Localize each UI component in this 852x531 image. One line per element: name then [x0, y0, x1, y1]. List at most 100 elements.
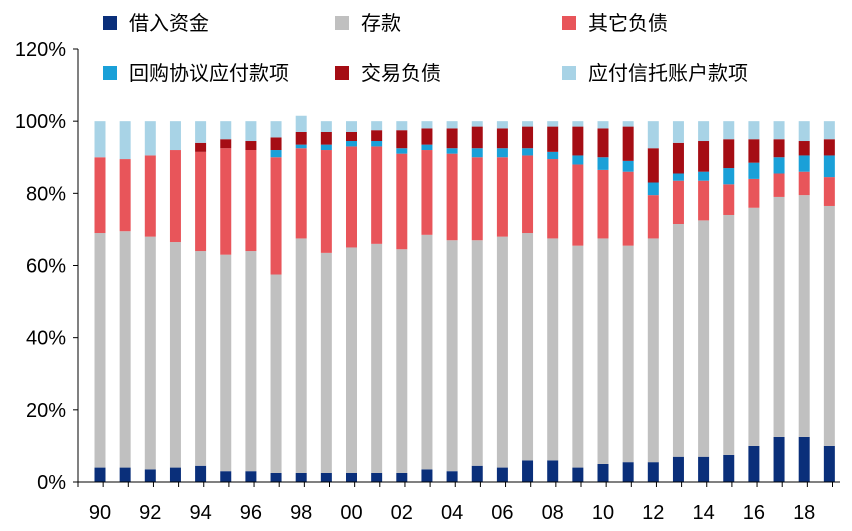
x-tick-label: 98: [290, 502, 312, 524]
bar-segment-09-s2: [572, 164, 584, 246]
bar-segment-17-s1: [773, 196, 785, 437]
bar-segment-19-s0: [823, 445, 835, 482]
bar-segment-93-s2: [169, 150, 181, 243]
bar-segment-13-s2: [672, 180, 684, 224]
bar-segment-19-s5: [823, 121, 835, 140]
x-tick-label: 02: [391, 502, 413, 524]
x-tick-labels: 90 92 94 96 98 00 02 04 06 08 10 12 14 16 18: [89, 502, 815, 524]
bar-segment-12-s2: [647, 195, 659, 239]
bar-segment-13-s3: [672, 173, 684, 181]
bar-segment-10-s5: [597, 121, 609, 129]
bar-segment-95-s2: [220, 148, 232, 255]
bar-segment-93-s0: [169, 467, 181, 482]
bar-segment-92-s1: [144, 236, 156, 470]
bar-segment-17-s4: [773, 139, 785, 158]
y-tick-label: 40%: [26, 328, 66, 350]
bar-segment-03-s2: [421, 150, 433, 235]
bar-segment-18-s5: [798, 121, 810, 142]
bar-segment-14-s5: [698, 121, 710, 142]
bar-segment-12-s4: [647, 148, 659, 183]
bar-segment-00-s0: [346, 472, 357, 482]
bar-segment-18-s4: [798, 141, 810, 156]
bar-segment-11-s2: [622, 171, 634, 246]
bar-segment-91-s2: [119, 159, 131, 232]
legend-label: 存款: [361, 11, 401, 35]
bar-segment-95-s1: [220, 254, 232, 472]
x-tick-label: 14: [692, 502, 714, 524]
bar-segment-18-s1: [798, 195, 810, 437]
bar-segment-03-s4: [421, 128, 433, 145]
bar-segment-06-s3: [496, 148, 508, 158]
bar-segment-02-s0: [396, 472, 408, 482]
bar-segment-03-s3: [421, 144, 433, 151]
y-tick-label: 120%: [15, 39, 66, 61]
bar-segment-04-s5: [446, 121, 458, 129]
bar-segment-96-s4: [245, 141, 257, 151]
bar-segment-91-s5: [119, 121, 131, 160]
bar-segment-06-s4: [496, 128, 508, 149]
bar-segment-08-s2: [547, 159, 559, 239]
x-tick-label: 90: [89, 502, 111, 524]
bar-segment-02-s5: [396, 121, 408, 131]
bar-segment-97-s2: [270, 157, 282, 275]
bar-segment-08-s5: [547, 121, 559, 127]
bar-segment-05-s3: [471, 148, 483, 158]
bar-segment-01-s4: [371, 130, 383, 142]
bar-segment-16-s5: [748, 121, 760, 140]
bar-segment-18-s2: [798, 171, 810, 196]
bar-segment-06-s1: [496, 236, 508, 468]
bar-segment-19-s4: [823, 139, 835, 156]
bar-segment-06-s2: [496, 157, 508, 237]
y-tick-label: 20%: [26, 400, 66, 422]
bar-segment-16-s3: [748, 162, 760, 179]
bar-segment-99-s4: [320, 131, 332, 145]
legend-label: 其它负债: [588, 11, 668, 35]
bar-segment-91-s0: [119, 467, 131, 482]
bar-segment-15-s5: [723, 121, 735, 140]
bar-segment-09-s5: [572, 121, 584, 127]
legend-swatch: [335, 66, 349, 80]
bar-segment-03-s1: [421, 234, 433, 470]
bar-segment-98-s5: [295, 115, 307, 132]
bar-segment-05-s1: [471, 240, 483, 466]
bar-segment-16-s1: [748, 207, 760, 446]
x-tick-label: 10: [592, 502, 614, 524]
bar-segment-04-s4: [446, 128, 458, 149]
x-tick-label: 12: [642, 502, 664, 524]
legend-item: 回购协议应付款项: [103, 61, 289, 85]
y-tick-label: 60%: [26, 256, 66, 278]
bar-segment-14-s2: [698, 180, 710, 221]
bar-segment-11-s0: [622, 462, 634, 482]
bar-segment-15-s4: [723, 139, 735, 169]
bar-segment-98-s2: [295, 148, 307, 239]
bar-segment-09-s0: [572, 467, 584, 482]
bar-segment-00-s2: [346, 146, 357, 248]
x-tick-label: 04: [441, 502, 463, 524]
bar-segment-95-s0: [220, 471, 232, 482]
bar-segment-13-s5: [672, 121, 684, 143]
y-tick-label: 80%: [26, 183, 66, 205]
bar-segment-09-s3: [572, 155, 584, 165]
bar-segment-94-s1: [195, 251, 207, 466]
bar-segment-10-s4: [597, 128, 609, 158]
bar-segment-01-s0: [371, 472, 383, 482]
bar-segment-05-s5: [471, 121, 483, 127]
x-tick-label: 18: [793, 502, 815, 524]
legend-item: 应付信托账户款项: [562, 61, 748, 85]
bar-segment-03-s0: [421, 469, 433, 482]
bar-segment-99-s5: [320, 121, 332, 132]
bar-segment-08-s0: [547, 460, 559, 482]
legend-swatch: [103, 66, 117, 80]
bar-segment-99-s2: [320, 150, 332, 253]
bar-segment-16-s0: [748, 445, 760, 482]
bar-segment-93-s1: [169, 242, 181, 468]
bar-segment-07-s4: [522, 126, 534, 149]
x-tick-label: 08: [542, 502, 564, 524]
bar-segment-00-s4: [346, 131, 357, 142]
bar-segment-12-s3: [647, 182, 659, 196]
bar-segment-15-s0: [723, 454, 735, 482]
bar-segment-00-s3: [346, 141, 357, 147]
bar-segment-17-s5: [773, 121, 785, 140]
bar-segment-16-s2: [748, 178, 760, 208]
